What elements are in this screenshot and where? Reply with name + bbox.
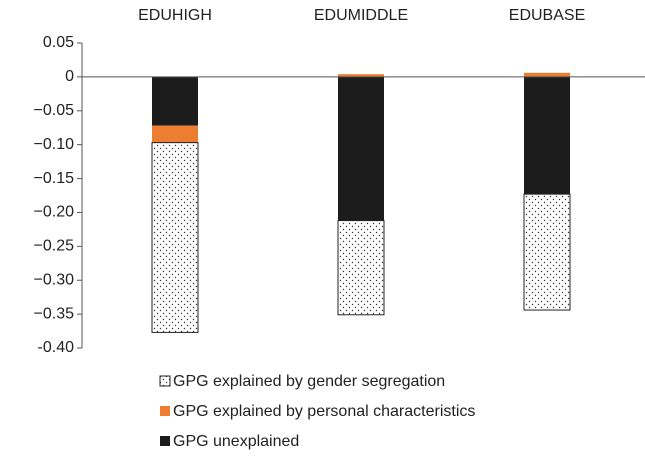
bar-segment xyxy=(337,220,385,316)
bar-segment xyxy=(524,72,570,77)
category-label: EDUHIGH xyxy=(138,7,212,24)
legend-label: GPG unexplained xyxy=(173,433,299,450)
bar-segment xyxy=(151,142,199,333)
category-label: EDUBASE xyxy=(509,7,585,24)
y-tick-label: -0.40 xyxy=(38,339,75,356)
bar-segment xyxy=(152,76,198,126)
y-tick-label: 0.05 xyxy=(43,34,74,51)
y-tick-label: 0 xyxy=(65,68,74,85)
bar-segment xyxy=(338,76,384,221)
bar-segment xyxy=(523,193,571,311)
category-label: EDUMIDDLE xyxy=(314,7,408,24)
legend-swatch xyxy=(160,436,170,446)
bar-segment xyxy=(152,125,198,143)
y-tick-label: −0.15 xyxy=(34,170,75,187)
y-tick-label: −0.10 xyxy=(34,136,75,153)
y-tick-label: −0.25 xyxy=(34,238,75,255)
bar-segment xyxy=(338,74,384,77)
y-tick-label: −0.05 xyxy=(34,102,75,119)
bar-segment xyxy=(524,76,570,195)
legend-label: GPG explained by gender segregation xyxy=(173,373,445,390)
y-tick-label: −0.30 xyxy=(34,271,75,288)
y-tick-label: −0.20 xyxy=(34,204,75,221)
legend-label: GPG explained by personal characteristic… xyxy=(173,403,475,420)
y-tick-label: −0.35 xyxy=(34,305,75,322)
legend-swatch xyxy=(160,406,170,416)
legend-swatch xyxy=(159,375,171,387)
